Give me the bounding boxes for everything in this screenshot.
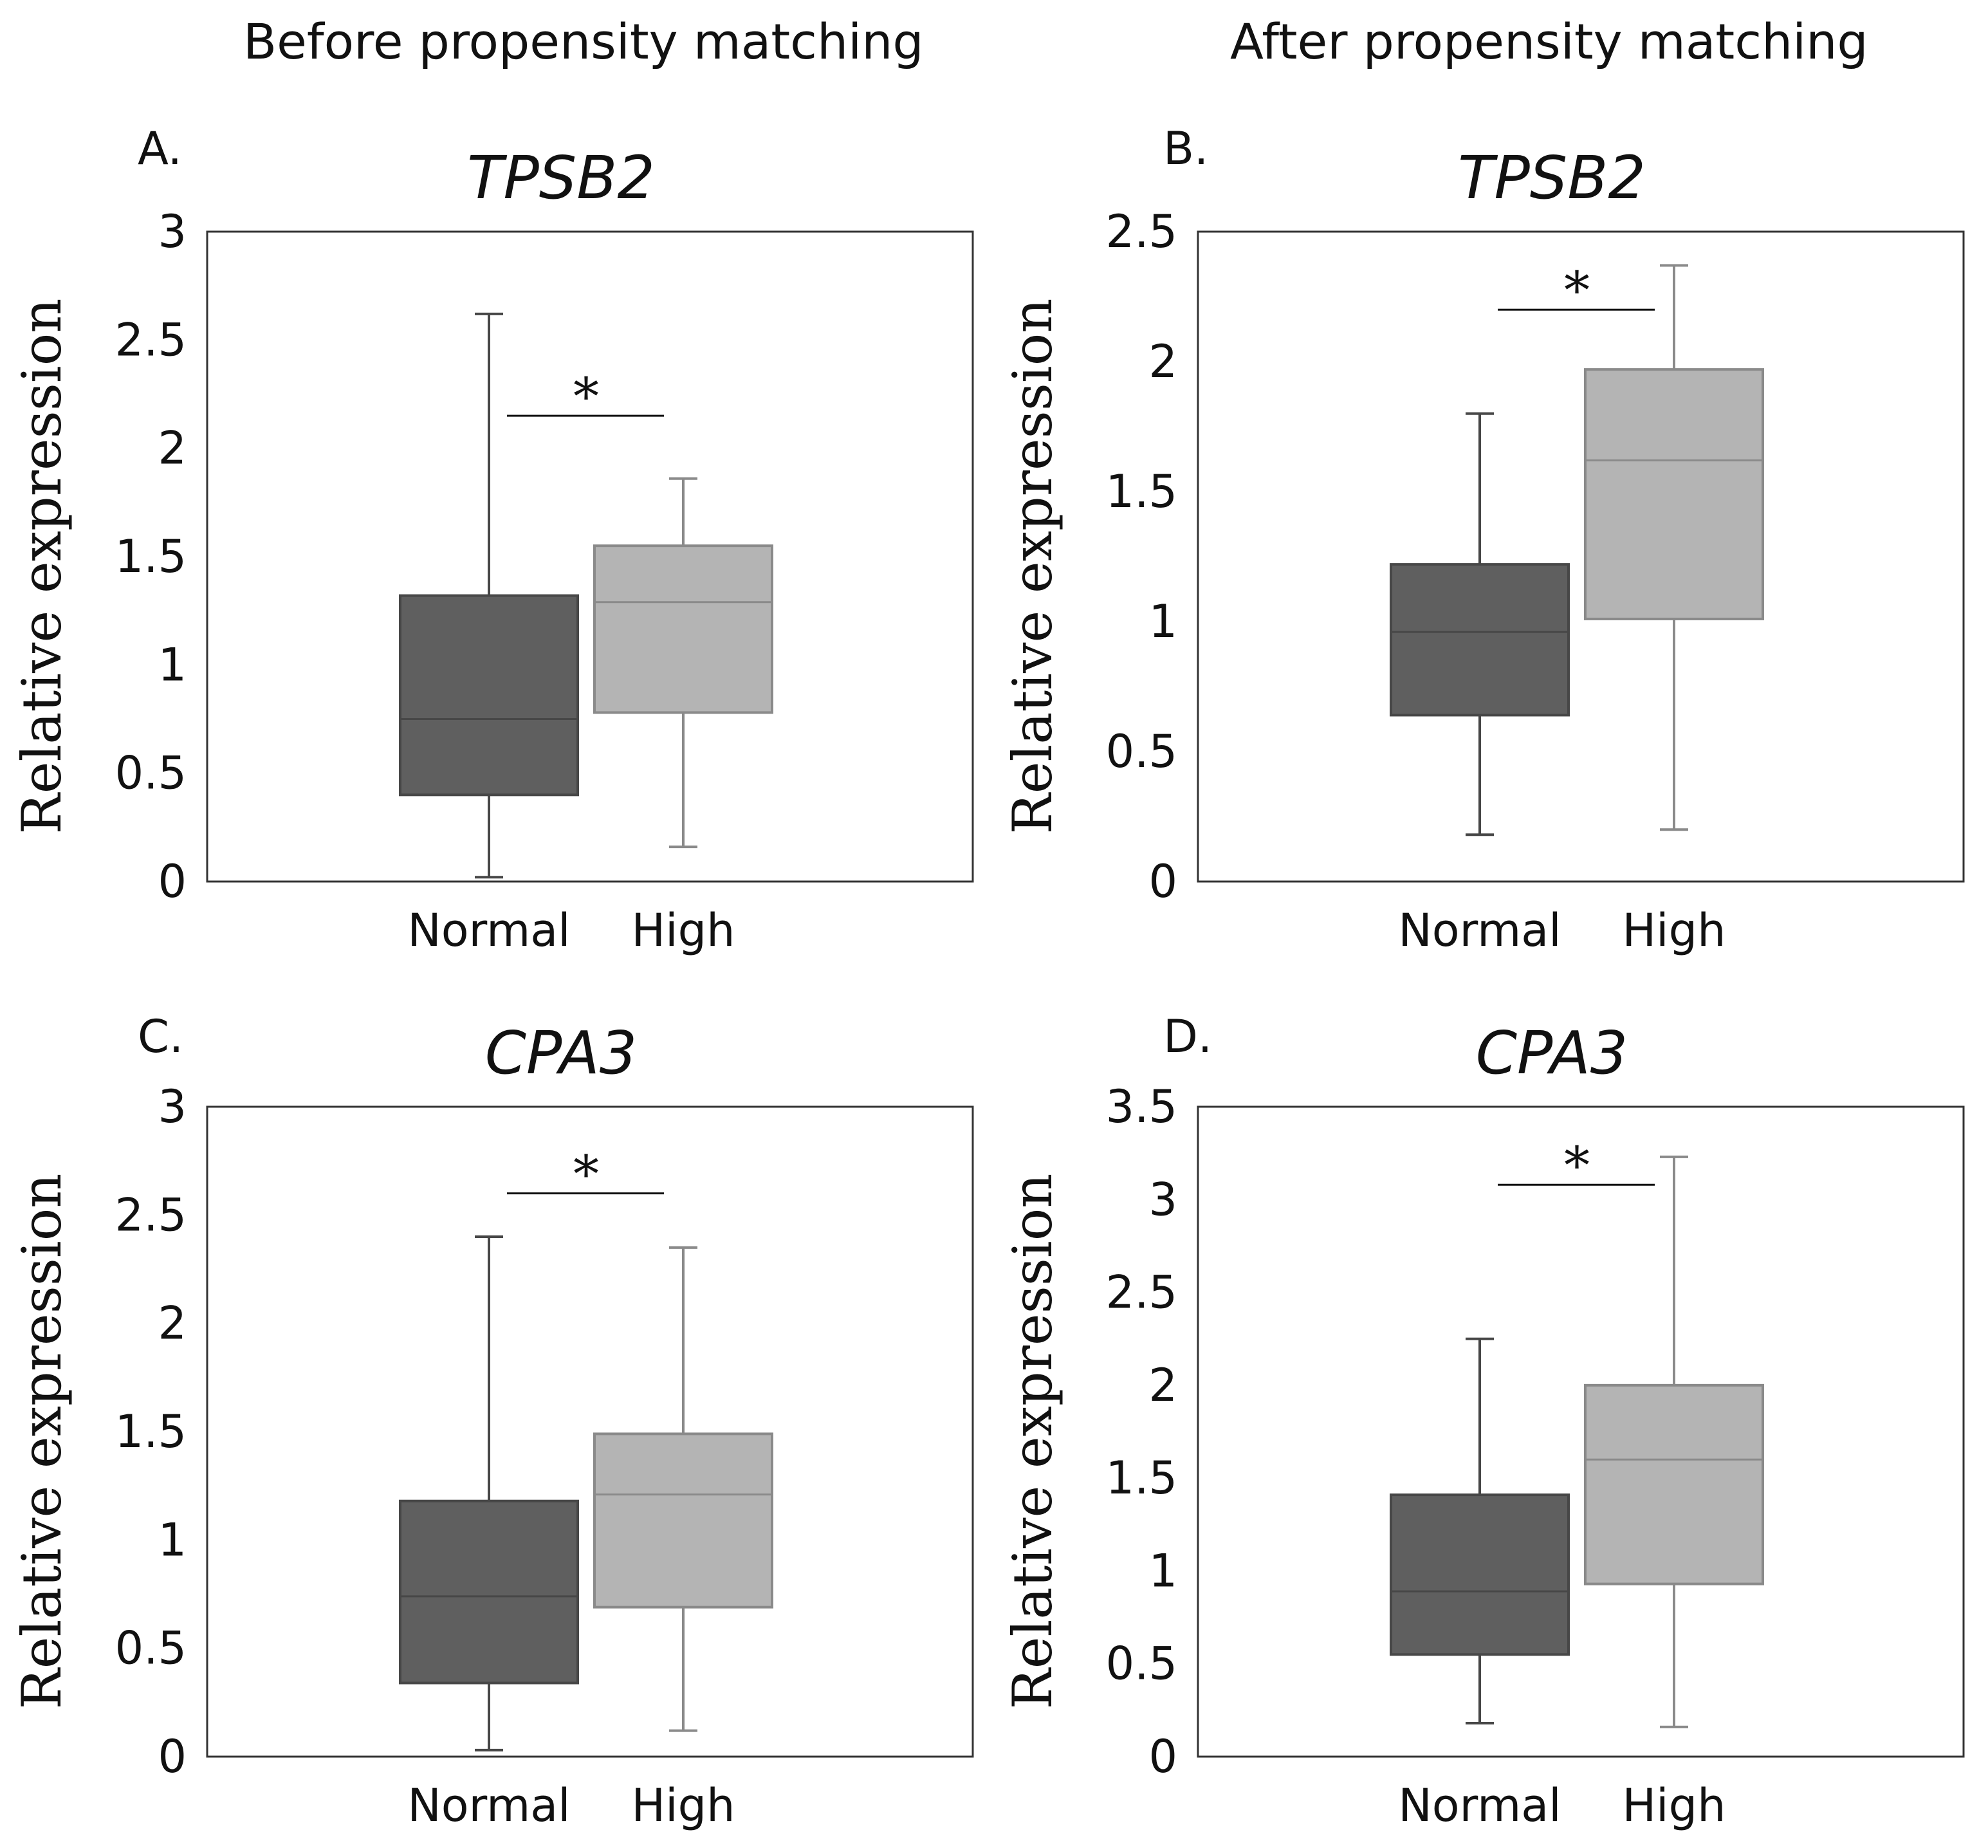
panel-d-ytick-label: 2: [1148, 1359, 1177, 1412]
panel-c-ytick-label: 2.5: [115, 1188, 187, 1241]
column-heading-before: Before propensity matching: [243, 13, 924, 70]
panel-a-normal-category-label: Normal: [407, 904, 570, 957]
panel-b-high-category-label: High: [1623, 904, 1726, 957]
panel-a-ytick-label: 2.5: [115, 313, 187, 366]
panel-a-ytick-label: 1: [158, 638, 187, 691]
panel-d-normal-box: [1390, 1493, 1570, 1656]
panel-c-normal-box: [399, 1499, 579, 1685]
panel-b-ytick-label: 0: [1148, 855, 1177, 908]
panel-b-ytick-label: 0.5: [1106, 725, 1177, 778]
panel-label-a: A.: [138, 122, 182, 175]
panel-a-high-category-label: High: [632, 904, 735, 957]
panel-d-significance-star: *: [1564, 1136, 1590, 1196]
panel-a-ytick-label: 1.5: [115, 530, 187, 583]
panel-c-significance-star: *: [573, 1145, 599, 1205]
panel-c-ytick-label: 2: [158, 1297, 187, 1350]
panel-b-ylabel: Relative expression: [1001, 299, 1064, 835]
panel-c-ytick-label: 1.5: [115, 1405, 187, 1458]
panel-c-ytick-label: 0: [158, 1730, 187, 1783]
panel-label-d: D.: [1163, 1010, 1213, 1063]
panel-a-ytick-label: 3: [158, 205, 187, 258]
panel-c-high-category-label: High: [632, 1779, 735, 1832]
panel-d-high-box: [1584, 1383, 1764, 1585]
panel-b-ytick-label: 2.5: [1106, 205, 1177, 258]
panel-c-ytick-label: 1: [158, 1513, 187, 1566]
panel-d-title: CPA3: [1476, 1019, 1628, 1087]
panel-a-title: TPSB2: [467, 143, 655, 212]
panel-d-ytick-label: 0: [1148, 1730, 1177, 1783]
panel-c-high-box: [593, 1432, 773, 1609]
panel-c-normal-category-label: Normal: [407, 1779, 570, 1832]
panel-b-ytick-label: 1: [1148, 595, 1177, 648]
panel-d-ytick-label: 1: [1148, 1544, 1177, 1597]
panel-a-ytick-label: 0.5: [115, 747, 187, 800]
panel-d-normal-category-label: Normal: [1398, 1779, 1561, 1832]
panel-c-ylabel: Relative expression: [10, 1174, 73, 1710]
panel-d-ytick-label: 2.5: [1106, 1266, 1177, 1319]
panel-a-normal-box: [399, 594, 579, 797]
panel-c-ytick-label: 3: [158, 1080, 187, 1133]
panel-d-ylabel: Relative expression: [1001, 1174, 1064, 1710]
panel-d-plot-frame: [1197, 1105, 1965, 1758]
panel-label-b: B.: [1163, 122, 1209, 175]
panel-b-plot-frame: [1197, 230, 1965, 883]
panel-b-ytick-label: 2: [1148, 335, 1177, 388]
panel-a-ytick-label: 2: [158, 422, 187, 475]
panel-b-normal-category-label: Normal: [1398, 904, 1561, 957]
panel-d-ytick-label: 3: [1148, 1173, 1177, 1226]
panel-label-c: C.: [138, 1010, 184, 1063]
panel-d-ytick-label: 0.5: [1106, 1638, 1177, 1690]
panel-a-significance-star: *: [573, 367, 599, 427]
panel-a-high-box: [593, 544, 773, 714]
panel-d-high-category-label: High: [1623, 1779, 1726, 1832]
column-heading-after: After propensity matching: [1230, 13, 1868, 70]
panel-b-ytick-label: 1.5: [1106, 465, 1177, 518]
panel-d-ytick-label: 3.5: [1106, 1080, 1177, 1133]
panel-b-title: TPSB2: [1458, 143, 1646, 212]
panel-b-significance-star: *: [1564, 261, 1590, 320]
panel-c-ytick-label: 0.5: [115, 1622, 187, 1675]
panel-a-ytick-label: 0: [158, 855, 187, 908]
panel-a-ylabel: Relative expression: [10, 299, 73, 835]
panel-b-high-box: [1584, 368, 1764, 620]
panel-c-title: CPA3: [485, 1019, 638, 1087]
panel-c-plot-frame: [206, 1105, 974, 1758]
panel-d-ytick-label: 1.5: [1106, 1452, 1177, 1504]
panel-b-normal-box: [1390, 563, 1570, 717]
panel-a-plot-frame: [206, 230, 974, 883]
